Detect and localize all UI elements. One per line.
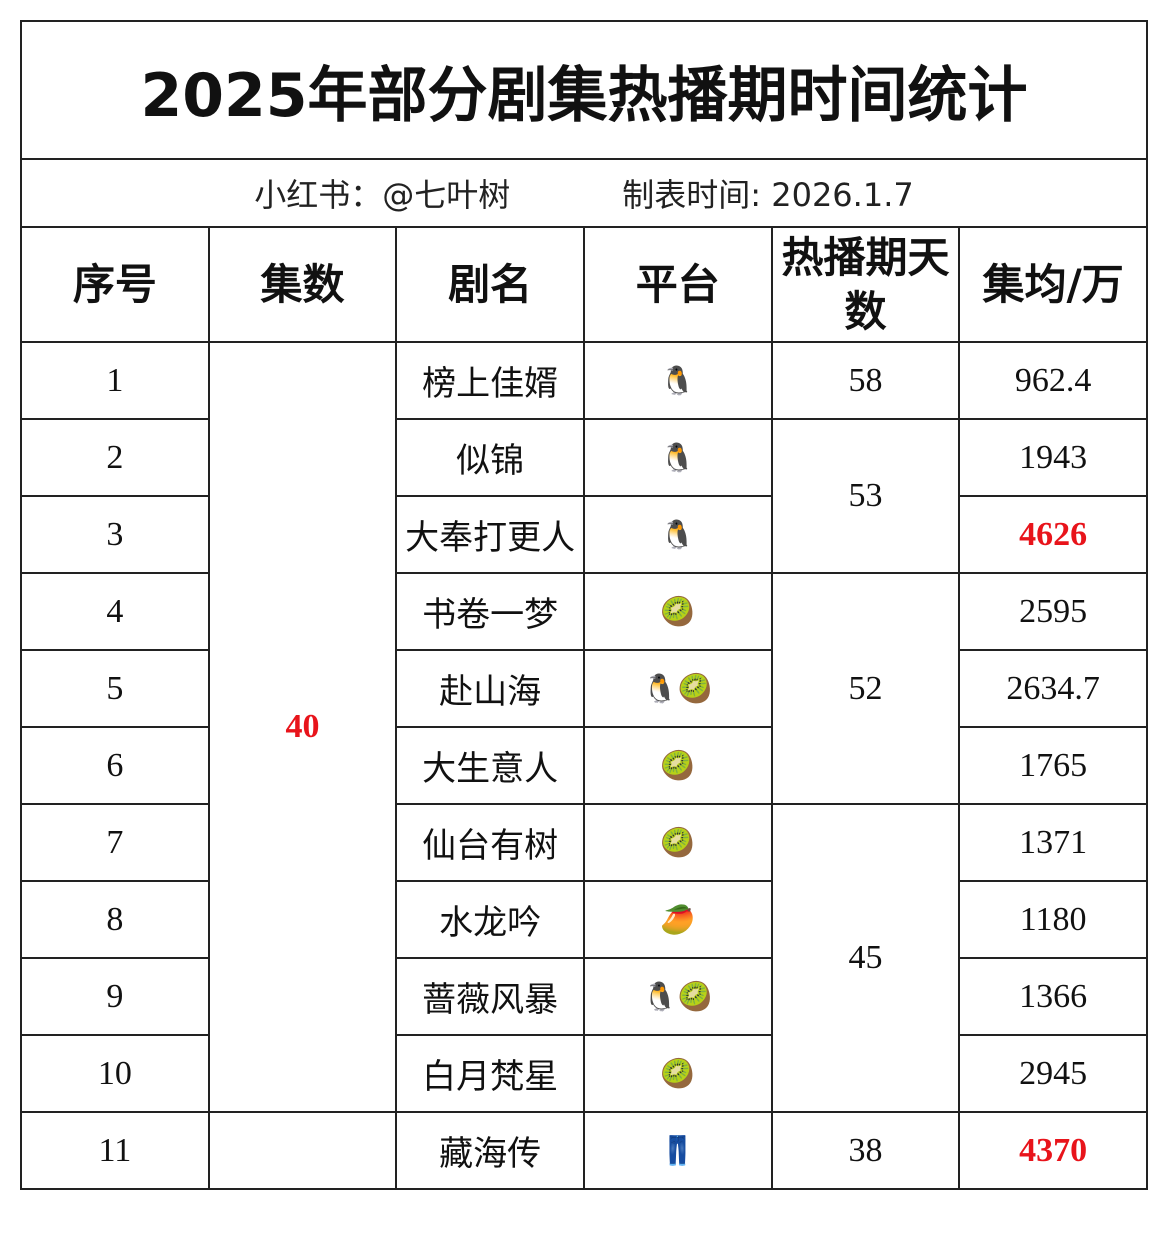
row-number: 4 <box>20 572 210 651</box>
drama-name: 蔷薇风暴 <box>395 957 585 1036</box>
header-cell: 剧名 <box>395 226 585 343</box>
source: 小红书：@七叶树 <box>254 176 511 214</box>
data-row: 9 蔷薇风暴 🐧🥝 1366 <box>20 957 1148 1036</box>
platform: 🐧 <box>582 495 773 574</box>
data-row: 6 大生意人 🥝 1765 <box>20 726 1148 805</box>
avg-views: 2634.7 <box>958 649 1148 728</box>
row-number: 5 <box>20 649 210 728</box>
header-cell: 集数 <box>207 226 398 343</box>
row-number: 6 <box>20 726 210 805</box>
hot-days: 38 <box>770 1111 961 1190</box>
avg-views: 1371 <box>958 803 1148 882</box>
hot-days: 53 <box>770 418 961 574</box>
header-cell: 热播期天数 <box>770 226 961 343</box>
hot-days: 58 <box>770 341 961 420</box>
drama-name: 白月梵星 <box>395 1034 585 1113</box>
subtitle-row: 小红书：@七叶树 制表时间: 2026.1.7 <box>20 158 1148 228</box>
platform: 🐧 <box>582 341 773 420</box>
avg-views: 1180 <box>958 880 1148 959</box>
data-row: 3 大奉打更人 🐧 4626 <box>20 495 1148 574</box>
avg-views: 962.4 <box>958 341 1148 420</box>
data-row: 5 赴山海 🐧🥝 2634.7 <box>20 649 1148 728</box>
hot-days: 52 <box>770 572 961 805</box>
avg-views: 1943 <box>958 418 1148 497</box>
page: 2025年部分剧集热播期时间统计 小红书：@七叶树 制表时间: 2026.1.7 … <box>20 20 1148 1190</box>
header-cell: 平台 <box>582 226 773 343</box>
platform: 👖 <box>582 1111 773 1190</box>
drama-name: 大生意人 <box>395 726 585 805</box>
platform: 🥝 <box>582 803 773 882</box>
platform: 🥭 <box>582 880 773 959</box>
row-number: 11 <box>20 1111 210 1190</box>
platform: 🐧🥝 <box>582 649 773 728</box>
data-row: 7 仙台有树 🥝 45 1371 <box>20 803 1148 1113</box>
drama-name: 藏海传 <box>395 1111 585 1190</box>
row-number: 1 <box>20 341 210 420</box>
title: 2025年部分剧集热播期时间统计 <box>20 20 1148 160</box>
row-number: 8 <box>20 880 210 959</box>
episodes <box>207 1111 398 1190</box>
header-cell: 集均/万 <box>958 226 1148 343</box>
header-row: 序号 集数 剧名 平台 热播期天数 集均/万 <box>20 226 1148 343</box>
row-number: 2 <box>20 418 210 497</box>
header-cell: 序号 <box>20 226 210 343</box>
platform: 🐧🥝 <box>582 957 773 1036</box>
row-number: 7 <box>20 803 210 882</box>
avg-views: 4370 <box>958 1111 1148 1190</box>
data-row: 10 白月梵星 🥝 2945 <box>20 1034 1148 1113</box>
drama-name: 似锦 <box>395 418 585 497</box>
date: 制表时间: 2026.1.7 <box>622 176 914 214</box>
platform: 🥝 <box>582 572 773 651</box>
drama-name: 榜上佳婿 <box>395 341 585 420</box>
avg-views: 4626 <box>958 495 1148 574</box>
row-number: 3 <box>20 495 210 574</box>
avg-views: 1765 <box>958 726 1148 805</box>
data-row: 11 藏海传 👖 38 4370 <box>20 1111 1148 1190</box>
row-number: 10 <box>20 1034 210 1113</box>
drama-name: 大奉打更人 <box>395 495 585 574</box>
data-row: 2 似锦 🐧 53 1943 <box>20 418 1148 574</box>
drama-name: 仙台有树 <box>395 803 585 882</box>
episodes: 40 <box>207 341 398 1113</box>
drama-name: 赴山海 <box>395 649 585 728</box>
platform: 🥝 <box>582 726 773 805</box>
avg-views: 1366 <box>958 957 1148 1036</box>
data-row: 1 40 榜上佳婿 🐧 58 962.4 <box>20 341 1148 1113</box>
row-number: 9 <box>20 957 210 1036</box>
data-row: 8 水龙吟 🥭 1180 <box>20 880 1148 959</box>
drama-name: 水龙吟 <box>395 880 585 959</box>
stats-table: 2025年部分剧集热播期时间统计 小红书：@七叶树 制表时间: 2026.1.7 … <box>20 20 1148 1190</box>
data-row: 4 书卷一梦 🥝 52 2595 <box>20 572 1148 805</box>
hot-days: 45 <box>770 803 961 1113</box>
avg-views: 2945 <box>958 1034 1148 1113</box>
avg-views: 2595 <box>958 572 1148 651</box>
title-row: 2025年部分剧集热播期时间统计 <box>20 20 1148 160</box>
platform: 🥝 <box>582 1034 773 1113</box>
platform: 🐧 <box>582 418 773 497</box>
subtitle: 小红书：@七叶树 制表时间: 2026.1.7 <box>20 158 1148 228</box>
drama-name: 书卷一梦 <box>395 572 585 651</box>
